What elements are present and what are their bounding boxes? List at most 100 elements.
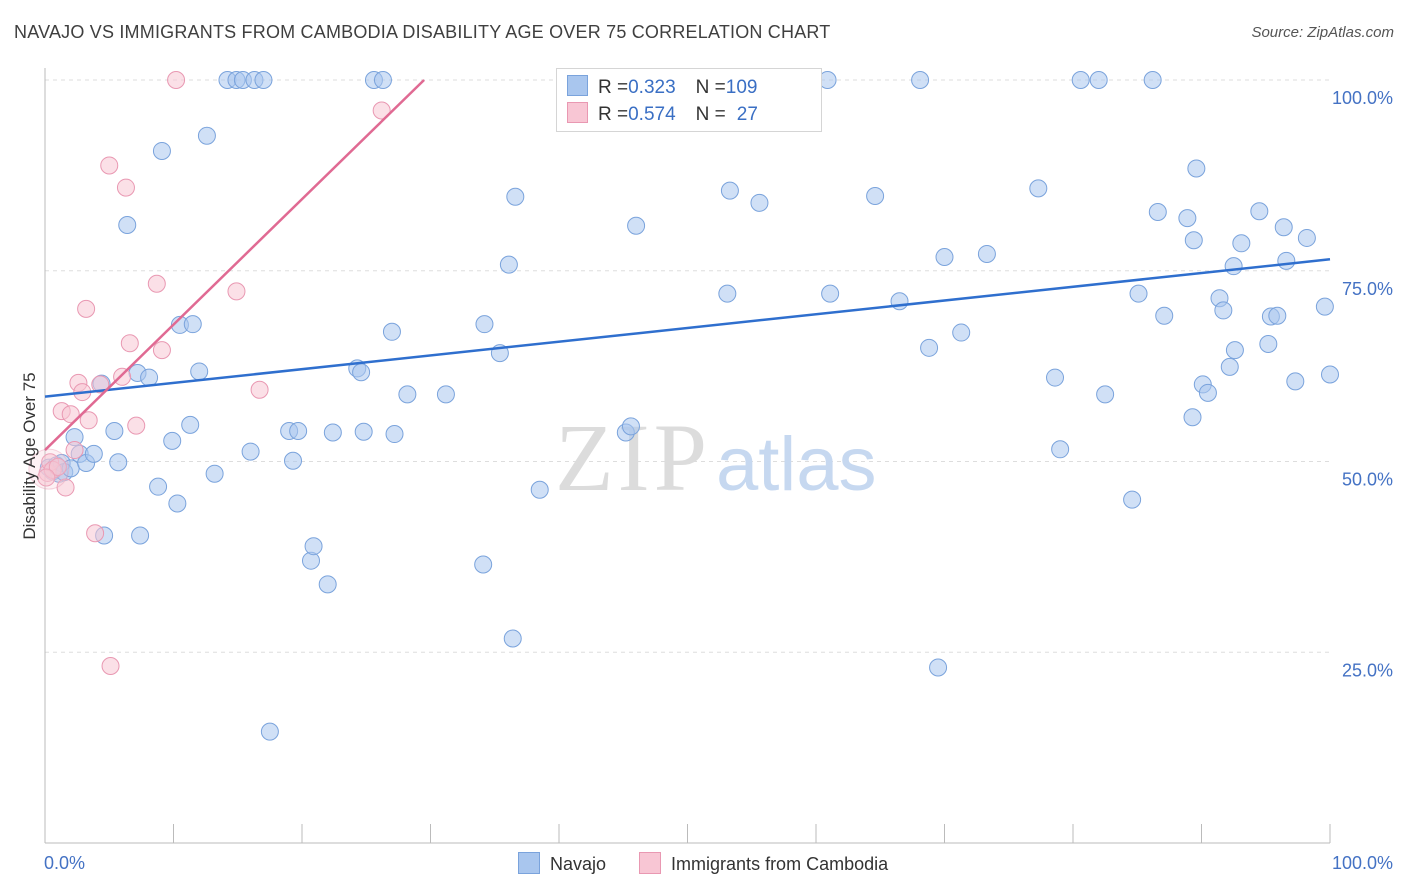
cambodia-point (147, 274, 166, 293)
navajo-point (241, 442, 260, 461)
navajo-point (911, 71, 930, 89)
watermark-atlas: atlas (716, 422, 877, 507)
navajo-point (1198, 383, 1217, 402)
navajo-point (1321, 365, 1339, 384)
navajo-point (952, 323, 971, 342)
navajo-point (1143, 71, 1162, 89)
navajo-point (1297, 228, 1316, 247)
navajo-point (205, 464, 224, 483)
navajo-point (131, 526, 150, 545)
navajo-point (1214, 301, 1233, 320)
navajo-point (398, 385, 417, 404)
navajo-point (1268, 306, 1287, 325)
cambodia-point (101, 656, 120, 675)
navajo-point (109, 453, 128, 472)
cambodia-point (48, 457, 67, 476)
cambodia-point (65, 441, 84, 460)
x-tick-label: 0.0% (44, 853, 85, 873)
navajo-point (304, 537, 323, 556)
navajo-point (1250, 202, 1269, 221)
cambodia-point (372, 101, 391, 120)
cambodia-point (56, 478, 75, 497)
navajo-point (1315, 297, 1334, 316)
tick-labels: 25.0% 50.0% 75.0% 100.0% 0.0% 100.0% (44, 88, 1393, 873)
navajo-point (621, 417, 640, 436)
navajo-point (373, 71, 392, 89)
navajo-point (1155, 306, 1174, 325)
navajo-point (323, 423, 342, 442)
cambodia-point (250, 380, 269, 399)
legend-swatch-navajo (567, 75, 588, 96)
legend-item-cambodia[interactable]: Immigrants from Cambodia (639, 852, 888, 875)
navajo-point (352, 363, 371, 382)
navajo-point (1286, 372, 1305, 391)
navajo-point (475, 315, 494, 334)
watermark: ZIP atlas (555, 404, 877, 511)
cambodia-point (79, 411, 98, 430)
navajo-point (866, 186, 885, 205)
navajo-point (935, 248, 954, 267)
navajo-point (1129, 284, 1148, 303)
legend-n-label: N = (695, 104, 726, 125)
navajo-point (152, 141, 171, 160)
navajo-point (197, 126, 216, 145)
navajo-point (1224, 257, 1243, 276)
navajo-point (1178, 209, 1197, 228)
navajo-point (254, 71, 273, 89)
legend-r-label: R = (598, 77, 629, 98)
navajo-point (105, 421, 124, 440)
legend-label-navajo: Navajo (550, 854, 607, 874)
y-tick-label: 25.0% (1342, 660, 1393, 680)
navajo-point (474, 555, 493, 574)
navajo-point (385, 425, 404, 444)
legend-r-value: 0.574 (628, 104, 676, 125)
navajo-point (530, 480, 549, 499)
navajo-point (1089, 71, 1108, 89)
cambodia-point (113, 367, 132, 386)
navajo-point (890, 292, 909, 311)
navajo-point (140, 368, 159, 387)
navajo-point (821, 284, 840, 303)
cambodia-point (86, 524, 105, 543)
legend-row-navajo: R = 0.323 N = 109 (567, 75, 757, 101)
chart-title: NAVAJO VS IMMIGRANTS FROM CAMBODIA DISAB… (14, 22, 831, 42)
legend-swatch-cambodia (567, 102, 588, 123)
navajo-point (499, 255, 518, 274)
navajo-point (1184, 231, 1203, 250)
navajo-point (1274, 218, 1293, 237)
navajo-point (284, 451, 303, 470)
navajo-point (318, 575, 337, 594)
navajo-point (1183, 408, 1202, 427)
trend-lines (44, 79, 1331, 451)
navajo-point (149, 477, 168, 496)
series-cambodia (28, 71, 391, 675)
cambodia-trend-line (44, 79, 425, 451)
navajo-point (1232, 234, 1251, 253)
navajo-point (1051, 440, 1070, 459)
gridlines (45, 79, 1330, 653)
navajo-point (84, 444, 103, 463)
navajo-point (503, 629, 522, 648)
legend-item-navajo[interactable]: Navajo (518, 852, 606, 875)
navajo-point (1071, 71, 1090, 89)
legend-r-value: 0.323 (628, 77, 676, 98)
cambodia-point (120, 334, 139, 353)
navajo-point (750, 193, 769, 212)
navajo-point (1148, 202, 1167, 221)
legend-swatch-cambodia (639, 852, 662, 874)
navajo-point (720, 181, 739, 200)
navajo-point (977, 244, 996, 263)
legend-row-cambodia: R = 0.574 N = 27 (567, 102, 758, 128)
navajo-point (1220, 357, 1239, 376)
navajo-point (354, 422, 373, 441)
x-tick-label: 100.0% (1332, 853, 1393, 873)
cambodia-point (167, 71, 186, 89)
navajo-point (168, 494, 187, 513)
navajo-point (163, 431, 182, 450)
cambodia-point (227, 282, 246, 301)
navajo-point (1123, 490, 1142, 509)
cambodia-point (77, 299, 96, 318)
navajo-point (183, 315, 202, 334)
navajo-point (190, 362, 209, 381)
